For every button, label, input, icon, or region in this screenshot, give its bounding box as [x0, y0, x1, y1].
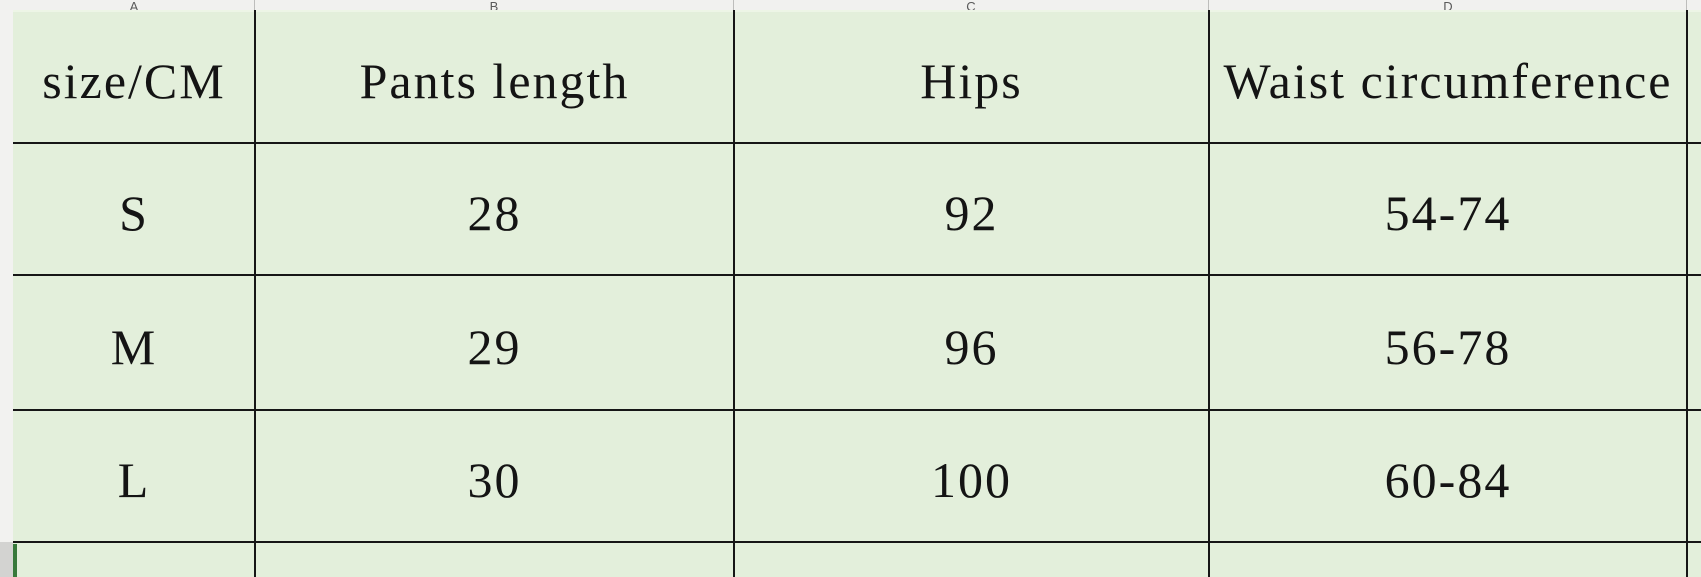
row-gutter-selected [0, 542, 13, 577]
sheet-top-highlight [13, 10, 1701, 12]
column-strip-separator [1208, 0, 1209, 10]
selection-border [13, 544, 17, 577]
column-header-b[interactable]: B [489, 0, 499, 10]
row-gutter [0, 10, 14, 542]
cell-pants-m[interactable]: 29 [467, 318, 522, 375]
header-cell-pants-length[interactable]: Pants length [359, 52, 630, 109]
sheet-background [13, 10, 1701, 577]
cell-hips-l[interactable]: 100 [931, 452, 1012, 508]
cell-waist-m[interactable]: 56-78 [1384, 318, 1512, 375]
grid-line-vertical [733, 10, 735, 577]
header-cell-hips[interactable]: Hips [920, 52, 1023, 109]
column-header-a[interactable]: A [129, 0, 139, 10]
column-header-c[interactable]: C [966, 0, 976, 10]
grid-line-horizontal [13, 409, 1701, 411]
cell-size-s[interactable]: S [119, 185, 149, 241]
grid-line-vertical [1686, 10, 1688, 577]
header-cell-waist[interactable]: Waist circumference [1223, 52, 1673, 109]
cell-size-m[interactable]: M [110, 318, 158, 375]
grid-line-vertical [254, 10, 256, 577]
cell-hips-m[interactable]: 96 [944, 318, 999, 375]
column-strip-separator [254, 0, 255, 10]
header-cell-size[interactable]: size/CM [42, 52, 226, 109]
cell-pants-s[interactable]: 28 [467, 185, 522, 241]
column-letter-strip: A B C D [0, 0, 1701, 10]
cell-waist-s[interactable]: 54-74 [1384, 185, 1512, 241]
grid-line-horizontal [13, 142, 1701, 144]
cell-size-l[interactable]: L [117, 452, 151, 508]
column-header-d[interactable]: D [1443, 0, 1453, 10]
column-strip-separator [1686, 0, 1687, 10]
cell-waist-l[interactable]: 60-84 [1384, 452, 1512, 508]
grid-line-horizontal [13, 541, 1701, 543]
cell-pants-l[interactable]: 30 [467, 452, 522, 508]
grid-line-horizontal [13, 274, 1701, 276]
grid-line-vertical [1208, 10, 1210, 577]
column-strip-separator [733, 0, 734, 10]
cell-hips-s[interactable]: 92 [944, 185, 999, 241]
